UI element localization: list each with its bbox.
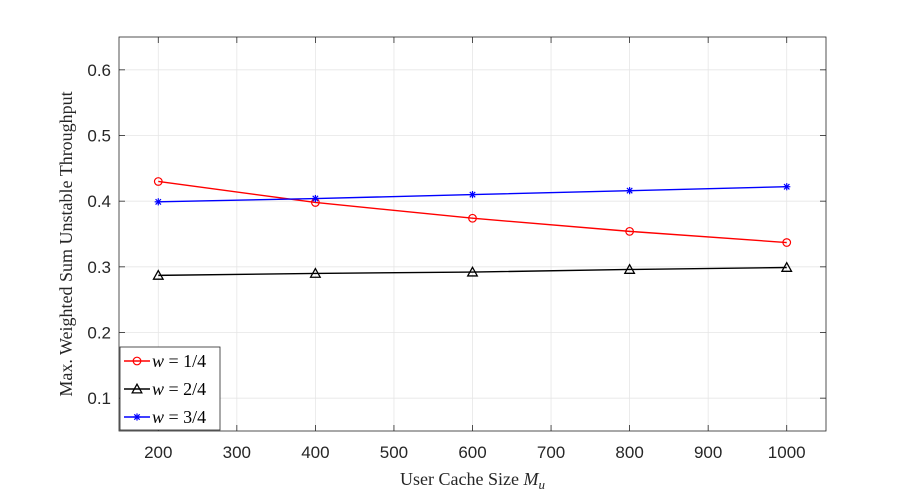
- legend-item: w = 3/4: [124, 407, 206, 427]
- y-tick-label: 0.1: [87, 389, 111, 408]
- x-tick-label: 500: [380, 443, 408, 462]
- series-line: [158, 180, 787, 244]
- x-tick-label: 400: [301, 443, 329, 462]
- legend-label: w = 2/4: [152, 379, 206, 399]
- data-point: [782, 238, 792, 247]
- x-tick-label: 800: [615, 443, 643, 462]
- y-ticks: 0.1 0.2 0.3 0.4 0.5 0.6: [87, 61, 826, 408]
- legend-marker: [131, 382, 143, 394]
- data-point: [625, 226, 635, 236]
- series-3: [154, 183, 791, 206]
- data-point: [783, 183, 791, 191]
- y-tick-label: 0.6: [87, 61, 111, 80]
- data-point: [626, 187, 634, 195]
- legend-label: w = 3/4: [152, 407, 206, 427]
- legend: w = 1/4 w = 2/4 w = 3/4: [119, 346, 221, 431]
- grid: [119, 37, 826, 431]
- data-point: [153, 177, 163, 186]
- data-point: [152, 269, 165, 280]
- legend-label: w = 1/4: [152, 351, 206, 371]
- series-1: [153, 177, 792, 247]
- data-point: [468, 213, 477, 223]
- x-tick-label: 1000: [768, 443, 806, 462]
- x-ticks: 200 300 400 500 600 700 800 900 1000: [144, 37, 806, 462]
- series-group: [152, 177, 793, 280]
- y-tick-label: 0.4: [87, 192, 111, 211]
- data-point: [468, 191, 477, 199]
- x-axis-subscript: u: [538, 477, 545, 492]
- x-axis-label-text: User Cache Size: [400, 469, 519, 489]
- x-tick-label: 200: [144, 443, 172, 462]
- y-tick-label: 0.3: [87, 258, 111, 277]
- data-point: [623, 263, 636, 274]
- legend-item: w = 1/4: [124, 351, 206, 371]
- data-point: [309, 267, 322, 278]
- data-point: [311, 194, 319, 203]
- data-point: [154, 198, 162, 206]
- y-tick-label: 0.2: [87, 324, 111, 343]
- x-tick-label: 600: [458, 443, 486, 462]
- series-line: [158, 266, 787, 277]
- x-axis-symbol: M: [522, 469, 539, 489]
- x-axis-label: User Cache Size Mu: [400, 469, 545, 492]
- y-axis-label: Max. Weighted Sum Unstable Throughput: [56, 91, 76, 396]
- series-2: [152, 261, 793, 280]
- legend-marker: [132, 356, 142, 366]
- data-point: [466, 265, 479, 277]
- y-tick-label: 0.5: [87, 127, 111, 146]
- legend-marker: [133, 413, 141, 421]
- data-point: [780, 261, 793, 272]
- x-tick-label: 700: [537, 443, 565, 462]
- x-tick-label: 300: [223, 443, 251, 462]
- legend-item: w = 2/4: [124, 379, 206, 399]
- x-tick-label: 900: [694, 443, 722, 462]
